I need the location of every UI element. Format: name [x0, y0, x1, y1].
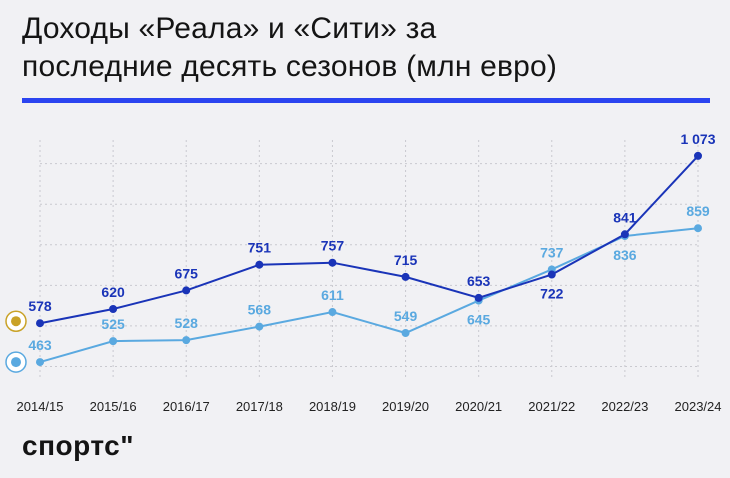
data-point-real — [547, 270, 556, 279]
manchester-city-crest-icon — [5, 351, 27, 373]
x-tick-label: 2021/22 — [528, 399, 575, 414]
sports-ru-logo: спортс" — [22, 430, 135, 461]
title-underline — [22, 98, 710, 103]
data-point-city — [36, 358, 44, 367]
data-label-city: 611 — [321, 287, 344, 303]
data-point-real — [694, 151, 702, 160]
data-point-city — [328, 308, 337, 317]
data-label-city: 463 — [28, 337, 52, 353]
data-label-real: 722 — [540, 286, 564, 302]
data-label-real: 841 — [613, 209, 637, 225]
x-tick-label: 2015/16 — [90, 399, 137, 414]
data-point-real — [36, 319, 44, 328]
data-label-city: 859 — [686, 203, 710, 219]
data-label-real: 620 — [101, 284, 125, 300]
data-point-city — [109, 337, 118, 346]
series-line-real — [39, 155, 699, 325]
data-point-real — [401, 272, 410, 281]
data-label-real: 1 073 — [680, 131, 715, 147]
chart-title: Доходы «Реала» и «Сити» за последние дес… — [22, 10, 557, 86]
data-label-city: 836 — [613, 247, 637, 263]
data-label-real: 675 — [175, 265, 199, 281]
x-tick-label: 2023/24 — [675, 399, 722, 414]
x-tick-label: 2017/18 — [236, 399, 283, 414]
data-point-real — [109, 305, 118, 314]
data-point-real — [328, 258, 337, 267]
data-label-real: 578 — [28, 298, 52, 314]
x-tick-label: 2019/20 — [382, 399, 429, 414]
data-point-city — [694, 224, 702, 233]
x-tick-label: 2014/15 — [17, 399, 64, 414]
data-label-city: 525 — [101, 316, 125, 332]
data-point-real — [255, 260, 264, 269]
x-tick-label: 2020/21 — [455, 399, 502, 414]
data-label-city: 737 — [540, 244, 564, 260]
data-point-real — [620, 230, 629, 239]
data-label-city: 568 — [248, 302, 272, 318]
data-label-city: 549 — [394, 308, 418, 324]
data-point-city — [401, 329, 410, 338]
x-tick-label: 2022/23 — [601, 399, 648, 414]
data-point-real — [182, 286, 191, 295]
data-label-real: 715 — [394, 252, 418, 268]
data-label-real: 653 — [467, 273, 491, 289]
x-tick-label: 2018/19 — [309, 399, 356, 414]
data-point-real — [474, 293, 483, 302]
data-label-city: 528 — [175, 315, 199, 331]
data-point-city — [182, 336, 191, 345]
chart-title-line-2: последние десять сезонов (млн евро) — [22, 50, 558, 83]
series-line-city — [39, 227, 699, 364]
real-madrid-crest-icon — [5, 310, 27, 332]
chart-title-line-1: Доходы «Реала» и «Сити» за — [22, 12, 437, 45]
data-label-city: 645 — [467, 312, 491, 328]
data-point-city — [255, 322, 264, 331]
data-label-real: 751 — [248, 240, 272, 256]
x-tick-label: 2016/17 — [163, 399, 210, 414]
data-label-real: 757 — [321, 238, 345, 254]
